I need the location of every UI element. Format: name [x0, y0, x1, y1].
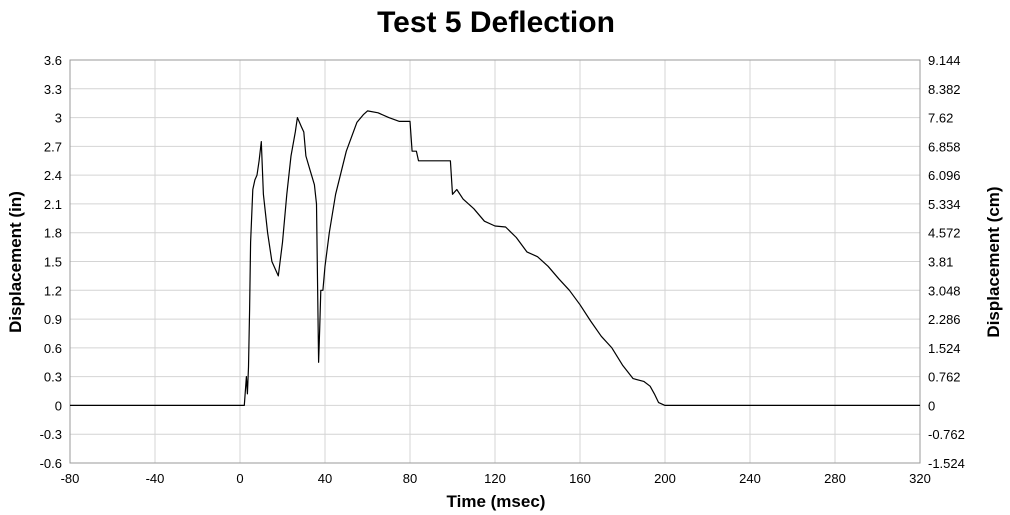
- grid: [69, 59, 921, 464]
- y2-tick-label: 6.096: [928, 168, 961, 183]
- y2-axis-label: Displacement (cm): [984, 186, 1003, 337]
- y2-tick-label: 7.62: [928, 111, 953, 126]
- x-tick-label: -40: [146, 471, 165, 486]
- y-tick-label: 3: [55, 111, 62, 126]
- y-tick-label: 0.6: [44, 341, 62, 356]
- y2-tick-label: 1.524: [928, 341, 961, 356]
- series: [70, 110, 920, 406]
- x-axis-label: Time (msec): [447, 492, 546, 511]
- series-line: [70, 110, 920, 406]
- y2-tick-label: -0.762: [928, 427, 965, 442]
- x-tick-label: 200: [654, 471, 676, 486]
- y-tick-label: 3.6: [44, 53, 62, 68]
- y-tick-label: 1.2: [44, 283, 62, 298]
- y2-tick-label: 4.572: [928, 226, 961, 241]
- y-tick-label: 0.3: [44, 370, 62, 385]
- x-tick-label: 160: [569, 471, 591, 486]
- chart-title: Test 5 Deflection: [377, 6, 615, 39]
- y2-tick-label: 0: [928, 398, 935, 413]
- x-axis-ticks: -80 -40 0 40 80 120 160 200 240 280 320: [61, 471, 931, 486]
- x-tick-label: 120: [484, 471, 506, 486]
- y-tick-label: 3.3: [44, 82, 62, 97]
- y-axis-label: Displacement (in): [6, 191, 25, 333]
- y-tick-label: -0.6: [40, 456, 62, 471]
- x-tick-label: 40: [318, 471, 332, 486]
- y-tick-label: 1.8: [44, 226, 62, 241]
- plot-frame: [69, 59, 921, 464]
- x-tick-label: 320: [909, 471, 931, 486]
- y2-axis-ticks: -1.524 -0.762 0 0.762 1.524 2.286 3.048 3.81 4.5…: [928, 53, 965, 471]
- y2-tick-label: 0.762: [928, 370, 961, 385]
- y-tick-label: 2.4: [44, 168, 62, 183]
- y-axis-ticks: -0.6 -0.3 0 0.3 0.6 0.9 1.2 1.5 1.8 2.1 2.4 2.7 3 3.3…: [40, 53, 62, 471]
- y2-tick-label: -1.524: [928, 456, 965, 471]
- x-tick-label: 0: [236, 471, 243, 486]
- y-tick-label: 0: [55, 398, 62, 413]
- y2-tick-label: 6.858: [928, 139, 961, 154]
- y2-tick-label: 3.81: [928, 255, 953, 270]
- x-tick-label: 80: [403, 471, 417, 486]
- x-tick-label: 280: [824, 471, 846, 486]
- x-tick-label: -80: [61, 471, 80, 486]
- y2-tick-label: 9.144: [928, 53, 961, 68]
- y-tick-label: 0.9: [44, 312, 62, 327]
- y2-tick-label: 3.048: [928, 283, 961, 298]
- y2-tick-label: 8.382: [928, 82, 961, 97]
- y2-tick-label: 5.334: [928, 197, 961, 212]
- x-tick-label: 240: [739, 471, 761, 486]
- y-tick-label: 2.1: [44, 197, 62, 212]
- y2-tick-label: 2.286: [928, 312, 961, 327]
- y-tick-label: 1.5: [44, 255, 62, 270]
- y-tick-label: -0.3: [40, 427, 62, 442]
- y-tick-label: 2.7: [44, 139, 62, 154]
